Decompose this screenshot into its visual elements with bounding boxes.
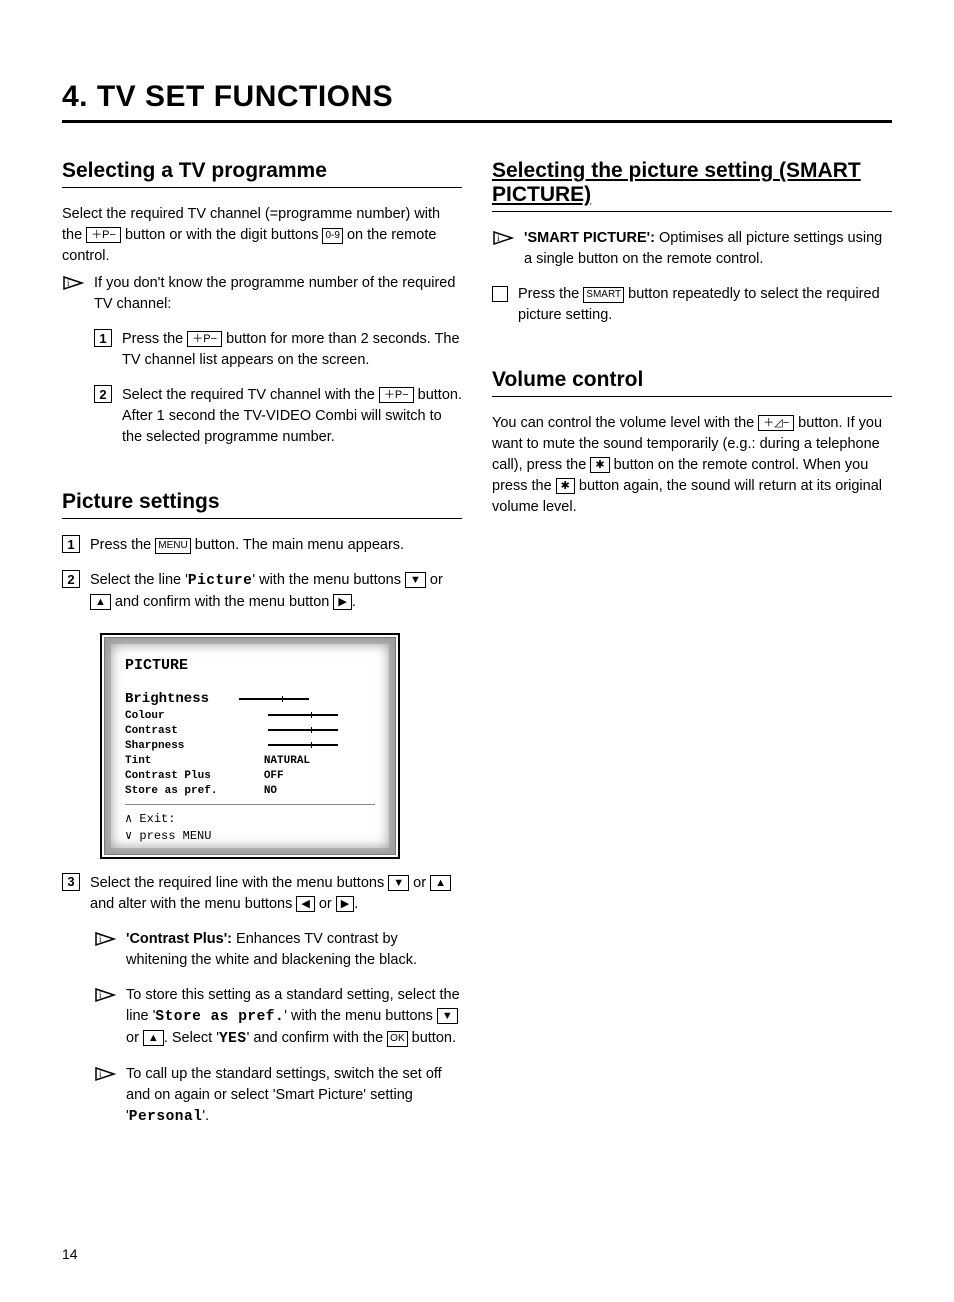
text: button. <box>414 387 462 403</box>
tv-screen-picture-menu: PICTURE Brightness Colour Contrast Sharp… <box>100 633 400 859</box>
label: 'SMART PICTURE': <box>524 230 655 246</box>
intro-text: Select the required TV channel (=program… <box>62 204 462 267</box>
checkbox-icon <box>492 286 508 302</box>
text: Press the <box>518 286 583 302</box>
text: and alter with the menu buttons <box>90 896 296 912</box>
right-button: ▶ <box>336 896 354 912</box>
chapter-title: 4. TV SET FUNCTIONS <box>62 80 892 123</box>
info-arrow-icon: i <box>94 987 116 1003</box>
digits-button: 0-9 <box>322 228 342 244</box>
note-recall: i To call up the standard settings, swit… <box>94 1064 462 1134</box>
note-store-pref: i To store this setting as a standard se… <box>94 985 462 1056</box>
mono-store: Store as pref. <box>155 1009 284 1025</box>
left-column: Selecting a TV programme Select the requ… <box>62 159 462 1142</box>
info-arrow-icon: i <box>492 230 514 246</box>
mono-picture: Picture <box>188 573 252 589</box>
mono-personal: Personal <box>129 1109 203 1125</box>
p-button: ＋P− <box>86 227 121 243</box>
smart-step: Press the SMART button repeatedly to sel… <box>492 284 892 332</box>
text: button. The main menu appears. <box>191 537 404 553</box>
text: button. <box>408 1030 456 1046</box>
up-button: ▲ <box>430 875 451 891</box>
pic-step-3: 3 Select the required line with the menu… <box>62 873 462 921</box>
text: Select the required line with the menu b… <box>90 875 388 891</box>
tv-menu-title: PICTURE <box>125 656 375 676</box>
note-text: If you don't know the programme number o… <box>94 273 462 315</box>
text: or <box>126 1030 143 1046</box>
text: Select the required TV channel with the <box>122 387 379 403</box>
step-number-3: 3 <box>62 873 80 891</box>
menu-button: MENU <box>155 538 190 554</box>
step-number-1: 1 <box>62 535 80 553</box>
down-button: ▼ <box>388 875 409 891</box>
text: or <box>315 896 336 912</box>
step-number-2: 2 <box>94 385 112 403</box>
text: ' with the menu buttons <box>284 1008 437 1024</box>
text: You can control the volume level with th… <box>492 415 758 431</box>
section-title-volume: Volume control <box>492 368 892 397</box>
step-1: 1 Press the ＋P− button for more than 2 s… <box>94 329 462 377</box>
up-button: ▲ <box>143 1030 164 1046</box>
text: or <box>409 875 430 891</box>
page-number: 14 <box>62 1246 78 1262</box>
pic-step-2: 2 Select the line 'Picture' with the men… <box>62 570 462 619</box>
info-arrow-icon: i <box>62 275 84 291</box>
tv-exit-2: ∨ press MENU <box>125 828 375 844</box>
down-button: ▼ <box>437 1008 458 1024</box>
text: and confirm with the menu button <box>111 594 333 610</box>
step-number-1: 1 <box>94 329 112 347</box>
text: ' and confirm with the <box>247 1030 388 1046</box>
section-title-picture: Picture settings <box>62 490 462 519</box>
note-smart-picture: i 'SMART PICTURE': Optimises all picture… <box>492 228 892 276</box>
text: . <box>354 896 358 912</box>
down-button: ▼ <box>405 572 426 588</box>
mute-button: ✱ <box>590 457 609 473</box>
tv-exit-1: ∧ Exit: <box>125 811 375 827</box>
vol-button: ＋◿− <box>758 415 794 431</box>
left-button: ◀ <box>296 896 314 912</box>
text: Press the <box>90 537 155 553</box>
text: Select the line ' <box>90 572 188 588</box>
volume-text: You can control the volume level with th… <box>492 413 892 518</box>
right-column: Selecting the picture setting (SMART PIC… <box>492 159 892 1142</box>
text: ' with the menu buttons <box>252 572 405 588</box>
info-note: i If you don't know the programme number… <box>62 273 462 321</box>
label: 'Contrast Plus': <box>126 931 232 947</box>
text: '. <box>202 1108 209 1124</box>
text: button or with the digit buttons <box>121 227 323 243</box>
text: . Select ' <box>164 1030 219 1046</box>
tv-menu-table: Colour Contrast Sharpness TintNATURAL Co… <box>125 709 375 798</box>
info-arrow-icon: i <box>94 931 116 947</box>
p-button: ＋P− <box>187 331 222 347</box>
section-title-select-prog: Selecting a TV programme <box>62 159 462 188</box>
text: . <box>352 594 356 610</box>
text: Press the <box>122 331 187 347</box>
right-button: ▶ <box>333 594 351 610</box>
p-button: ＋P− <box>379 387 414 403</box>
mute-button: ✱ <box>556 478 575 494</box>
step-2: 2 Select the required TV channel with th… <box>94 385 462 454</box>
note-contrast-plus: i 'Contrast Plus': Enhances TV contrast … <box>94 929 462 977</box>
up-button: ▲ <box>90 594 111 610</box>
smart-button: SMART <box>583 287 624 303</box>
info-arrow-icon: i <box>94 1066 116 1082</box>
mono-yes: YES <box>219 1031 247 1047</box>
text: After 1 second the TV-VIDEO Combi will s… <box>122 408 442 445</box>
tv-menu-highlight: Brightness <box>125 690 375 709</box>
ok-button: OK <box>387 1031 407 1047</box>
step-number-2: 2 <box>62 570 80 588</box>
pic-step-1: 1 Press the MENU button. The main menu a… <box>62 535 462 562</box>
text: or <box>426 572 443 588</box>
section-title-smart-pic: Selecting the picture setting (SMART PIC… <box>492 159 892 212</box>
